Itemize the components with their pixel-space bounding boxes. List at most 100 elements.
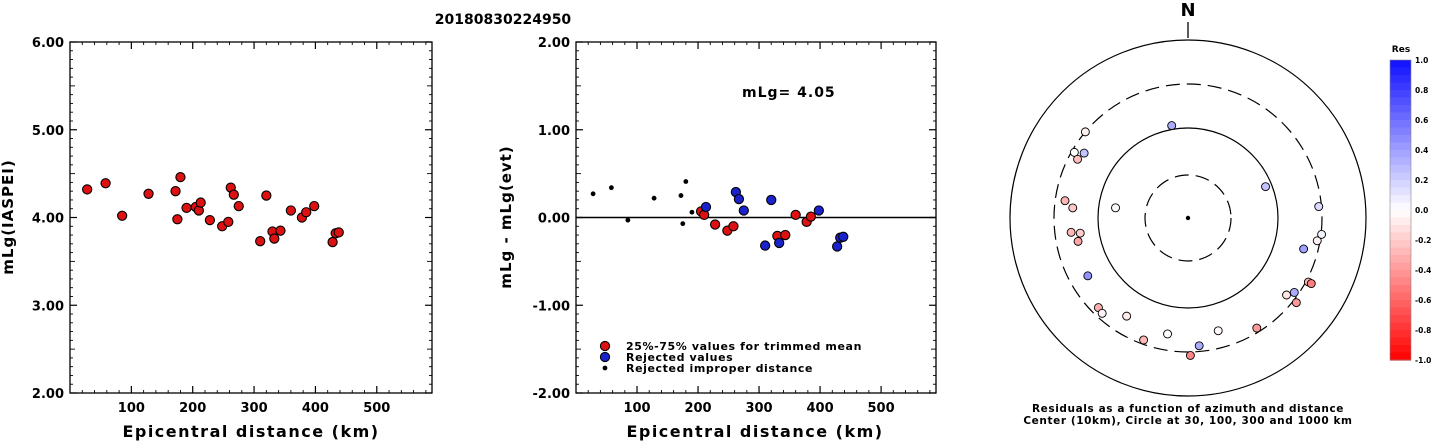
colorbar-tick-label: 0.2: [1415, 176, 1428, 185]
colorbar-tick-label: -0.4: [1415, 266, 1431, 275]
station-residual-marker: [1139, 335, 1149, 345]
colorbar-band: [1390, 352, 1411, 361]
colorbar-band: [1390, 292, 1411, 301]
c1-x-tick-label: 200: [179, 401, 206, 416]
colorbar-band: [1390, 60, 1411, 69]
colorbar-tick-label: -0.6: [1415, 296, 1431, 305]
colorbar-band: [1390, 232, 1411, 241]
colorbar-band: [1390, 187, 1411, 196]
c1-point-red: [285, 205, 297, 216]
ring-30km: [1144, 174, 1232, 262]
legend-marker-red: [599, 340, 611, 352]
legend-label: Rejected improper distance: [626, 362, 813, 375]
ring-1000km: [1009, 39, 1367, 397]
colorbar-tick-label: 0.4: [1415, 146, 1428, 155]
c2-y-tick-label: 0.00: [538, 212, 570, 227]
c2-point-black-dot: [590, 191, 596, 197]
c2-point-red: [790, 209, 801, 221]
colorbar-band: [1390, 315, 1411, 324]
c2-point-blue: [832, 241, 843, 252]
c2-point-blue: [733, 193, 745, 205]
colorbar-tick-label: -0.2: [1415, 236, 1431, 245]
colorbar-tick-label: -1.0: [1415, 356, 1431, 365]
c2-point-black-dot: [680, 221, 686, 227]
c2-point-blue: [813, 205, 824, 216]
station-residual-marker: [1289, 287, 1299, 297]
c2-point-red: [780, 229, 791, 241]
c2-x-tick-label: 300: [745, 401, 772, 416]
c1-x-tick-label: 500: [363, 401, 390, 416]
legend-label: 25%-75% values for trimmed mean: [626, 340, 862, 353]
colorbar-tick-label: 1.0: [1415, 56, 1428, 65]
legend-label: Rejected values: [626, 351, 733, 364]
polar-caption-line-1: Residuals as a function of azimuth and d…: [1032, 403, 1344, 415]
residual-y-axis-label: mLg - mLg(evt): [497, 145, 515, 288]
colorbar-band: [1390, 67, 1411, 76]
residual-chart: -2.00 -1.00 0.00 1.00 2.00 100 200 300 400 500 m…: [497, 36, 937, 441]
c1-point-red: [301, 207, 312, 218]
station-residual-marker: [1079, 148, 1089, 158]
colorbar-band: [1390, 307, 1411, 316]
station-residual-marker: [1075, 228, 1085, 238]
c1-point-red: [204, 214, 216, 226]
c1-y-tick-label: 2.00: [32, 387, 64, 402]
c2-point-blue: [766, 194, 777, 206]
c2-point-red: [728, 221, 739, 232]
c2-x-tick-label: 100: [623, 401, 650, 416]
colorbar-band: [1390, 217, 1411, 226]
figure-title: 20180830224950: [435, 12, 572, 28]
colorbar-band: [1390, 270, 1411, 279]
c1-point-red: [82, 184, 93, 195]
colorbar-band: [1390, 322, 1411, 331]
c1-x-tick-label: 400: [302, 401, 329, 416]
c2-point-black-dot: [689, 209, 695, 215]
colorbar-band: [1390, 202, 1411, 211]
station-residual-marker: [1122, 311, 1132, 321]
station-residual-marker: [1291, 298, 1301, 308]
colorbar-band: [1390, 262, 1411, 271]
station-residual-marker: [1073, 154, 1083, 164]
c1-point-red: [327, 236, 338, 248]
colorbar-band: [1390, 105, 1411, 114]
c2-x-tick-label: 400: [806, 401, 833, 416]
c2-point-black-dot: [683, 179, 689, 184]
c2-point-black-dot: [651, 195, 657, 201]
c1-point-red: [233, 200, 244, 212]
c1-point-red: [181, 202, 192, 213]
colorbar-band: [1390, 210, 1411, 219]
c1-x-tick-label: 100: [118, 401, 145, 416]
station-residual-marker: [1261, 182, 1271, 192]
c2-y-tick-label: 2.00: [538, 36, 570, 51]
station-residual-marker: [1080, 127, 1090, 137]
colorbar-band: [1390, 337, 1411, 346]
c1-x-tick-label: 300: [240, 401, 267, 416]
legend-marker-blue: [599, 351, 611, 363]
colorbar-band: [1390, 135, 1411, 144]
colorbar-band: [1390, 157, 1411, 166]
station-residual-marker: [1111, 203, 1120, 213]
c1-point-red: [223, 216, 234, 228]
colorbar-band: [1390, 330, 1411, 339]
station-residual-marker: [1068, 203, 1078, 213]
polar-caption-line-2: Center (10km), Circle at 30, 100, 300 an…: [1023, 415, 1352, 427]
c2-y-tick-label: -1.00: [533, 299, 570, 314]
c1-point-red: [117, 210, 128, 221]
colorbar-band: [1390, 97, 1411, 106]
colorbar-band: [1390, 247, 1411, 256]
c2-point-blue: [838, 231, 849, 242]
c2-point-blue: [760, 240, 771, 251]
station-residual-marker: [1306, 279, 1316, 289]
colorbar-band: [1390, 225, 1411, 234]
colorbar-title: Res: [1392, 45, 1410, 55]
colorbar-tick-label: 0.0: [1415, 206, 1428, 215]
colorbar-band: [1390, 180, 1411, 189]
c1-point-red: [170, 186, 181, 197]
colorbar-tick-label: 0.6: [1415, 116, 1428, 125]
station-residual-marker: [1314, 202, 1324, 212]
colorbar-band: [1390, 75, 1411, 84]
station-residual-marker: [1194, 341, 1204, 351]
colorbar-band: [1390, 285, 1411, 294]
colorbar-band: [1390, 277, 1411, 286]
station-residual-marker: [1163, 329, 1173, 339]
colorbar-band: [1390, 127, 1411, 136]
